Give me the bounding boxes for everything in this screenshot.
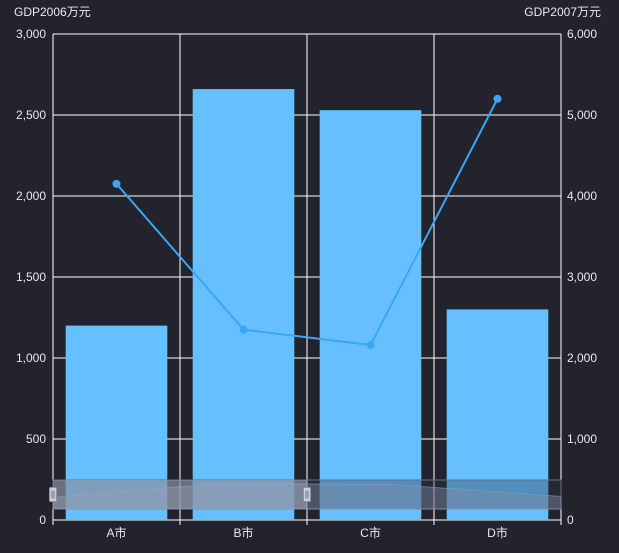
right-tick-label: 4,000 [567,189,597,203]
line-path [115,98,499,347]
right-tick-label: 5,000 [567,108,597,122]
left-tick-label: 1,500 [16,270,46,284]
line-series [112,94,502,350]
category-label: D市 [487,525,508,540]
category-label: C市 [360,525,381,540]
zoom-handle[interactable] [49,487,57,502]
data-zoom-slider[interactable] [49,479,562,510]
line-point[interactable] [239,325,248,334]
left-axis-title: GDP2006万元 [14,5,91,19]
right-tick-label: 6,000 [567,27,597,41]
right-tick-label: 2,000 [567,351,597,365]
category-label: B市 [233,525,253,540]
line-point[interactable] [366,341,375,350]
left-tick-label: 500 [26,432,46,446]
zoom-handle[interactable] [303,487,311,502]
right-tick-label: 3,000 [567,270,597,284]
left-tick-label: 2,500 [16,108,46,122]
line-point[interactable] [493,94,502,103]
bar[interactable] [319,110,422,520]
bar-series [65,89,549,520]
left-tick-label: 2,000 [16,189,46,203]
right-axis-title: GDP2007万元 [524,5,601,19]
line-point[interactable] [112,179,121,188]
right-tick-label: 1,000 [567,432,597,446]
left-tick-label: 0 [39,513,46,527]
zoom-window[interactable] [53,480,307,509]
axes: GDP2006万元 GDP2007万元 0 500 1,000 1,500 2,000 2… [14,5,601,540]
right-tick-label: 0 [567,513,574,527]
category-label: A市 [106,525,126,540]
bar[interactable] [446,309,549,520]
left-tick-label: 3,000 [16,27,46,41]
left-tick-label: 1,000 [16,351,46,365]
bar[interactable] [192,89,295,520]
